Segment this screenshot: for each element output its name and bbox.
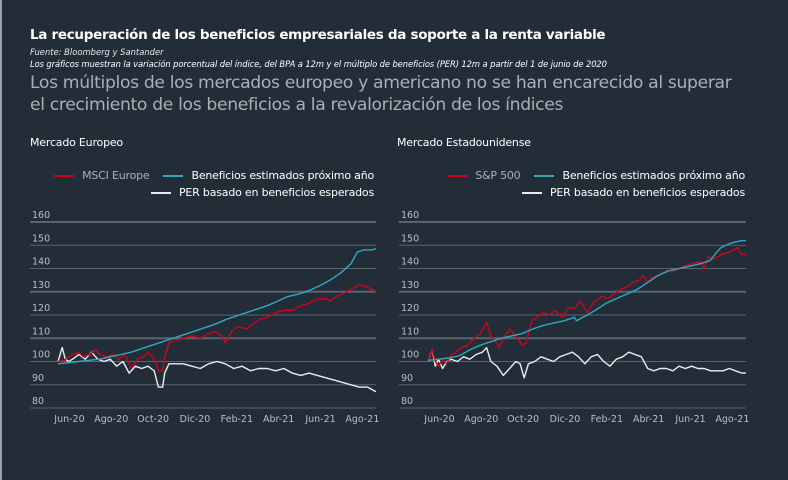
legend-swatch-white — [522, 191, 542, 194]
us-earnings-line — [427, 239, 746, 361]
y-tick-label: 130 — [401, 280, 419, 291]
legend-swatch-blue — [534, 174, 555, 177]
y-tick-label: 140 — [32, 257, 50, 268]
legend-swatch-blue — [163, 174, 184, 177]
legend-item-earnings: Beneficios estimados próximo año — [534, 169, 745, 182]
x-tick-label: Abr-21 — [633, 414, 664, 425]
y-tick-label: 130 — [32, 280, 50, 291]
x-tick-label: Jun-20 — [423, 414, 454, 425]
legend-europe-row2: PER basado en beneficios esperados — [137, 186, 374, 199]
x-tick-label: Ago-20 — [94, 414, 128, 425]
legend-europe-row1: MSCI Europe Beneficios estimados próximo… — [40, 169, 374, 182]
y-tick-label: 150 — [401, 233, 419, 244]
y-tick-label: 80 — [401, 396, 413, 407]
y-tick-label: 120 — [401, 303, 419, 314]
x-tick-label: Oct-20 — [137, 414, 169, 425]
legend-label: PER basado en beneficios esperados — [179, 186, 374, 199]
eu-per-line — [57, 346, 377, 393]
y-tick-label: 110 — [401, 326, 419, 337]
chart-us: 160 150 140 130 120 110 100 90 80 Jun-20 Ago-20 Oct… — [399, 210, 749, 425]
y-tick-label: 80 — [32, 396, 44, 407]
y-tick-label: 100 — [401, 350, 419, 361]
y-tick-label: 90 — [401, 373, 413, 384]
x-tick-label: Jun-20 — [53, 414, 84, 425]
eu-index-line — [57, 284, 377, 372]
y-tick-label: 100 — [32, 350, 50, 361]
source-note: Fuente: Bloomberg y Santander — [30, 47, 164, 57]
legend-item-per: PER basado en beneficios esperados — [151, 186, 374, 199]
y-tick-label: 150 — [32, 233, 50, 244]
x-tick-label: Ago-20 — [464, 414, 498, 425]
legend-label: Beneficios estimados próximo año — [191, 169, 374, 182]
subtitle-line-1: Los múltiplos de los mercados europeo y … — [30, 73, 732, 93]
x-tick-label: Dic-20 — [550, 414, 581, 425]
legend-swatch-white — [151, 191, 171, 194]
x-tick-label: Jun-21 — [674, 414, 705, 425]
y-tick-label: 110 — [32, 326, 50, 337]
eu-earnings-line — [57, 248, 377, 365]
y-tick-label: 120 — [32, 303, 50, 314]
legend-item-msci-europe: MSCI Europe — [54, 169, 150, 182]
x-tick-label: Ago-21 — [715, 414, 749, 425]
x-tick-label: Oct-20 — [507, 414, 539, 425]
us-per-line — [427, 346, 746, 379]
chart-description: Los gráficos muestran la variación porce… — [30, 59, 607, 69]
legend-label: MSCI Europe — [82, 169, 150, 182]
legend-us-row2: PER basado en beneficios esperados — [508, 186, 745, 199]
legend-label: S&P 500 — [475, 169, 521, 182]
y-tick-label: 90 — [32, 373, 44, 384]
x-tick-label: Jun-21 — [304, 414, 335, 425]
x-tick-label: Ago-21 — [345, 414, 379, 425]
y-tick-label: 140 — [401, 257, 419, 268]
legend-label: Beneficios estimados próximo año — [562, 169, 745, 182]
chart-europe: 160 150 140 130 120 110 100 90 80 Jun-20 Ago-20 Oct… — [30, 210, 379, 425]
y-tick-label: 160 — [401, 210, 419, 221]
legend-item-sp500: S&P 500 — [447, 169, 521, 182]
us-index-line — [427, 246, 746, 367]
x-tick-label: Feb-21 — [591, 414, 623, 425]
legend-label: PER basado en beneficios esperados — [550, 186, 745, 199]
x-tick-label: Feb-21 — [221, 414, 253, 425]
legend-item-earnings: Beneficios estimados próximo año — [163, 169, 374, 182]
x-tick-label: Dic-20 — [180, 414, 211, 425]
subtitle: Los múltiplos de los mercados europeo y … — [30, 72, 732, 116]
legend-item-per: PER basado en beneficios esperados — [522, 186, 745, 199]
x-tick-label: Abr-21 — [263, 414, 294, 425]
subtitle-line-2: el crecimiento de los beneficios a la re… — [30, 95, 564, 115]
legend-swatch-red — [54, 174, 75, 177]
panel-title-us: Mercado Estadounidense — [397, 136, 531, 149]
panel-title-europe: Mercado Europeo — [30, 136, 123, 149]
left-border — [0, 0, 2, 480]
y-tick-label: 160 — [32, 210, 50, 221]
legend-swatch-red — [447, 174, 468, 177]
page-title: La recuperación de los beneficios empres… — [30, 27, 606, 43]
legend-us-row1: S&P 500 Beneficios estimados próximo año — [433, 169, 745, 182]
